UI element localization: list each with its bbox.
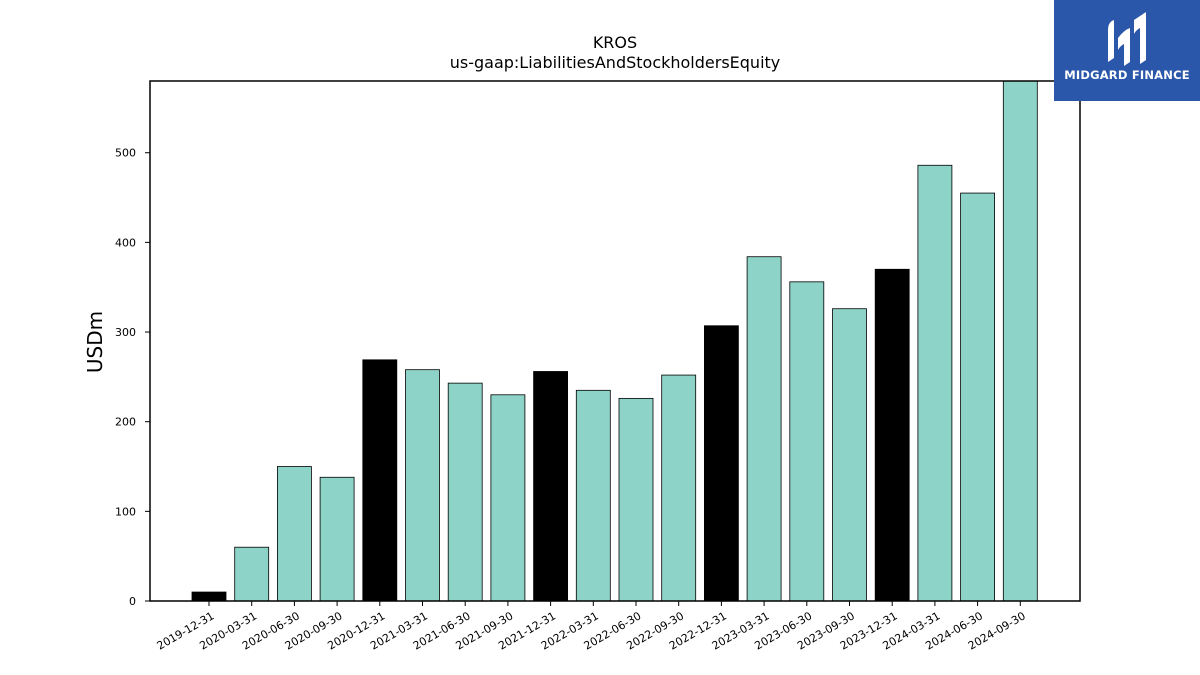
bar-2021-06-30 [447, 382, 483, 602]
bar-2020-03-31 [234, 546, 270, 602]
bar-2021-12-31 [533, 371, 568, 602]
bar-2022-06-30 [618, 397, 654, 602]
y-axis-ticks: 0 100 200 300 400 500 [115, 147, 150, 608]
bar-2022-12-31 [704, 325, 739, 602]
bar-2023-06-30 [789, 281, 825, 602]
bar-2021-09-30 [490, 394, 526, 602]
bar-2022-03-31 [575, 389, 611, 602]
logo-text: MIDGARD FINANCE [1064, 68, 1190, 82]
y-tick-label: 200 [115, 416, 136, 429]
bar-2023-03-31 [746, 256, 782, 602]
plot-frame [149, 80, 1081, 602]
chart-subtitle: us-gaap:LiabilitiesAndStockholdersEquity [450, 53, 781, 72]
y-tick-label: 100 [115, 505, 136, 518]
bar-2019-12-31 [191, 591, 227, 602]
bar-2024-03-31 [917, 164, 953, 602]
bar-2023-09-30 [832, 308, 867, 602]
y-tick-label: 300 [115, 326, 136, 339]
bar-2020-09-30 [319, 476, 355, 602]
bar-2021-03-31 [405, 369, 440, 602]
midgard-finance-logo: MIDGARD FINANCE [1054, 0, 1200, 101]
y-tick-label: 0 [129, 595, 136, 608]
y-axis-label: USDm [83, 311, 107, 373]
bar-2023-12-31 [874, 268, 910, 602]
bars-layer [191, 80, 1038, 602]
y-tick-label: 400 [115, 236, 136, 249]
bar-2024-06-30 [960, 192, 995, 602]
bar-2024-09-30 [1002, 80, 1038, 602]
bar-2020-12-31 [362, 359, 398, 602]
chart-title: KROS [593, 33, 637, 52]
bar-2020-06-30 [276, 466, 312, 602]
midgard-logo-icon [1108, 12, 1146, 66]
x-axis-ticks: 2019-12-312020-03-312020-06-302020-09-30… [155, 601, 1028, 653]
y-tick-label: 500 [115, 147, 136, 160]
bar-2022-09-30 [661, 374, 697, 602]
